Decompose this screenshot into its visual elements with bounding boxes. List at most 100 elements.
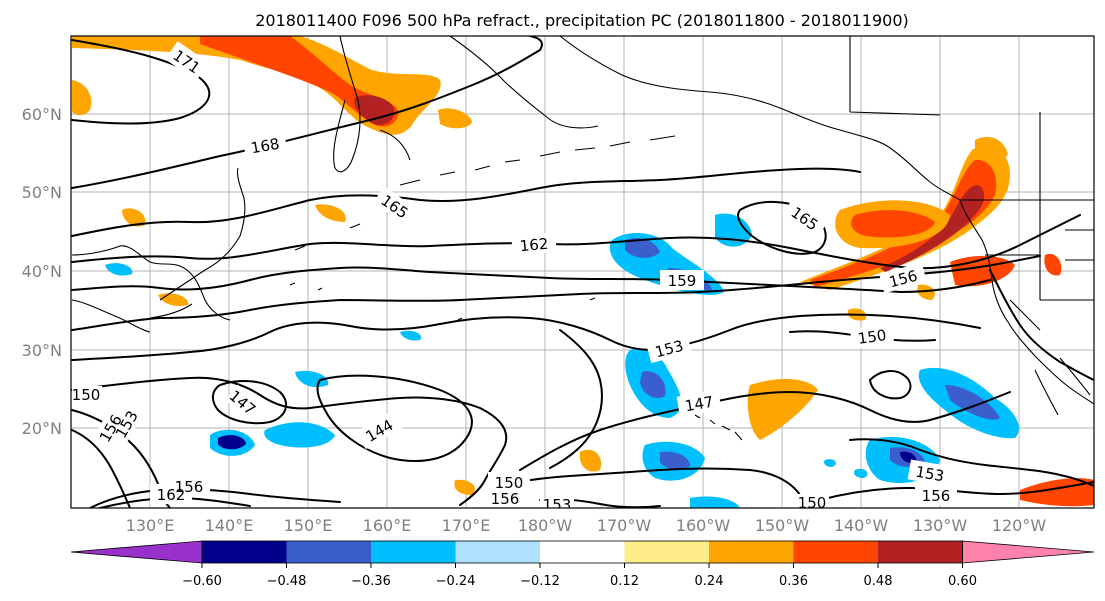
colorbar-tick-label: 0.24 — [695, 574, 724, 589]
contour-loop-east — [869, 370, 912, 400]
contour-mid-loop — [549, 329, 603, 469]
colorbar-segment — [286, 541, 371, 563]
fill-pos-river-outer — [800, 146, 1010, 290]
fill-pos-small-2 — [315, 204, 346, 222]
contour-147 — [212, 380, 288, 425]
colorbar-segment — [793, 541, 878, 563]
fill-neg-small-2 — [690, 496, 740, 508]
fill-pos-small-4 — [454, 479, 475, 495]
colorbar-tick-label: −0.60 — [182, 574, 222, 589]
lon-label: 120°W — [992, 516, 1047, 535]
contour-labels: 171 168 165 162 159 156 150 153 147 144 … — [72, 46, 951, 514]
lon-label: 160°W — [676, 516, 731, 535]
colorbar: −0.60 −0.48 −0.36 −0.24 −0.12 0.12 0.24 … — [70, 540, 1095, 589]
fill-pos-small-5 — [917, 284, 935, 300]
coast-baja — [1034, 357, 1091, 416]
coast-us-states — [985, 200, 1094, 331]
lon-label: 150°E — [284, 516, 333, 535]
colorbar-tick-label: 0.48 — [864, 574, 893, 589]
fill-neg-east-1-strong — [945, 385, 1000, 420]
fill-neg-west-2 — [264, 422, 335, 448]
colorbar-extend-low — [70, 540, 203, 564]
colorbar-tick-label: −0.48 — [267, 574, 307, 589]
lat-label: 50°N — [22, 183, 62, 202]
contour-165 — [71, 167, 861, 237]
lon-label: 150°W — [755, 516, 810, 535]
fill-pos-small-1 — [122, 208, 146, 227]
colorbar-tick-label: 0.12 — [610, 574, 639, 589]
lon-label: 140°E — [205, 516, 254, 535]
contour-153 — [71, 313, 981, 361]
fill-pos-alaska-light — [438, 108, 472, 129]
fill-neg-west-1-strong — [218, 435, 246, 450]
contour-central-150 — [484, 467, 801, 496]
fill-pos-idaho — [1044, 253, 1062, 276]
lon-label: 140°W — [834, 516, 889, 535]
colorbar-tick-label: 0.60 — [948, 574, 977, 589]
fill-pos-ne-pacific-strong — [851, 210, 935, 238]
fill-pos-kamchatka — [72, 36, 441, 135]
colorbar-tick-label: −0.36 — [351, 574, 391, 589]
fill-pos-river-core — [880, 185, 985, 272]
contour-west-coast — [989, 269, 1094, 381]
fill-neg-mid-1-strong — [640, 371, 666, 399]
contour-label: 153 — [543, 496, 572, 514]
fill-neg-small-4 — [854, 468, 868, 478]
contour-153-east — [849, 438, 1094, 487]
contour-label: 150 — [72, 386, 101, 404]
fill-neg-mid-2-strong — [660, 451, 690, 470]
fill-pos-bc — [975, 136, 1008, 160]
contour-162 — [71, 214, 1081, 270]
coast-kamchatka — [333, 36, 411, 173]
lon-label: 130°W — [913, 516, 968, 535]
colorbar-tick-label: −0.24 — [436, 574, 476, 589]
colorbar-segment — [709, 541, 794, 563]
fill-neg-central-1-strong — [625, 238, 660, 258]
colorbar-extend-high — [962, 540, 1095, 564]
coast-hawaii — [694, 414, 743, 441]
contour-label: 147 — [684, 393, 715, 416]
lat-label: 40°N — [22, 262, 62, 281]
colorbar-outline — [201, 540, 963, 564]
contour-label: 159 — [668, 272, 697, 290]
contour-label: 150 — [857, 326, 888, 348]
lon-label: 170°W — [597, 516, 652, 535]
coast-alaska — [449, 36, 961, 201]
fill-neg-small-1 — [400, 330, 422, 341]
colorbar-tick-label: −0.12 — [520, 574, 560, 589]
colorbar-segment — [624, 541, 709, 563]
contour-144 — [316, 374, 473, 462]
contour-label: 162 — [157, 486, 186, 504]
colorbar-segment — [878, 541, 963, 563]
contour-159 — [71, 266, 991, 293]
colorbar-segment — [540, 541, 625, 563]
map-frame — [70, 35, 1095, 509]
map-panel: 171 168 165 162 159 156 150 153 147 144 … — [70, 35, 1095, 514]
latitude-labels: 60°N 50°N 40°N 30°N 20°N — [22, 105, 62, 438]
colorbar-ticks — [201, 563, 963, 568]
coastlines — [71, 36, 1094, 441]
lat-label: 60°N — [22, 105, 62, 124]
fill-pos-kamchatka-strong — [200, 36, 399, 127]
contour-171 — [71, 39, 211, 125]
colorbar-segment — [202, 541, 287, 563]
contour-label: 162 — [519, 235, 549, 255]
contour-central-147 — [519, 391, 1011, 471]
contour-150 — [71, 376, 508, 506]
lon-label: 130°E — [126, 516, 175, 535]
coast-japan — [149, 167, 246, 319]
contour-label: 156 — [175, 478, 204, 496]
fill-pos-nw-corner — [72, 80, 92, 116]
fill-pos-kamchatka-max — [354, 95, 395, 126]
lon-label: 180°W — [518, 516, 573, 535]
lat-label: 20°N — [22, 419, 62, 438]
coast-aleutians — [399, 135, 676, 186]
longitude-labels: 130°E 140°E 150°E 160°E 170°E 180°W 170°… — [126, 516, 1047, 535]
contour-label-halos — [72, 41, 957, 508]
coast-asia — [71, 245, 231, 333]
figure-title: 2018011400 F096 500 hPa refract., precip… — [255, 11, 909, 30]
fill-neg-west-3 — [295, 370, 329, 388]
contour-label: 156 — [922, 487, 951, 505]
colorbar-segment — [455, 541, 540, 563]
colorbar-segment — [371, 541, 456, 563]
